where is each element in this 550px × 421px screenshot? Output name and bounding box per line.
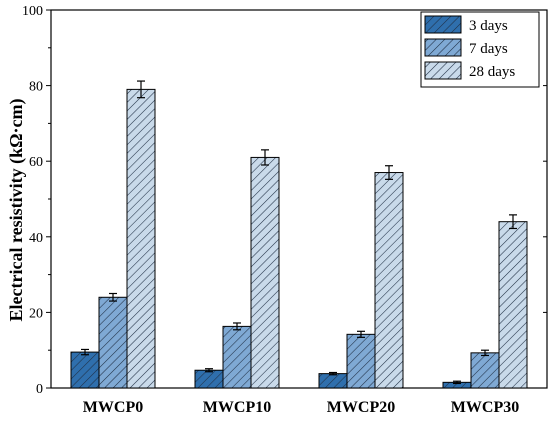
error-bar	[453, 380, 461, 385]
x-category-label: MWCP30	[451, 399, 519, 416]
bar-hatch	[318, 373, 348, 389]
x-category-label: MWCP10	[203, 399, 271, 416]
error-bar	[205, 368, 213, 373]
bar-hatch	[98, 296, 128, 389]
y-tick-label: 20	[29, 306, 43, 321]
y-tick-label: 0	[36, 382, 43, 397]
y-tick-label: 100	[22, 4, 43, 19]
error-bar	[261, 149, 269, 166]
bar-28-days-MWCP20	[374, 172, 404, 389]
y-tick-label: 60	[29, 155, 43, 170]
legend-label: 7 days	[469, 41, 508, 57]
x-category-label: MWCP0	[83, 399, 143, 416]
bar-hatch	[346, 333, 376, 389]
legend-label: 28 days	[469, 64, 515, 80]
error-bar	[357, 330, 365, 338]
bar-hatch	[498, 221, 528, 389]
error-bar	[109, 292, 117, 302]
bar-28-days-MWCP10	[250, 156, 280, 389]
bar-7-days-MWCP30	[470, 352, 500, 389]
error-bar	[81, 348, 89, 356]
legend-swatch	[424, 38, 462, 57]
bar-3-days-MWCP0	[70, 351, 100, 389]
bar-hatch	[374, 172, 404, 389]
bar-28-days-MWCP30	[498, 221, 528, 389]
bar-hatch	[470, 352, 500, 389]
legend: 3 days 7 days 28 days	[420, 11, 540, 88]
error-bar	[385, 165, 393, 180]
bar-7-days-MWCP10	[222, 325, 252, 389]
error-bar	[481, 349, 489, 357]
x-category-label: MWCP20	[327, 399, 395, 416]
bar-28-days-MWCP0	[126, 88, 156, 389]
error-bar	[137, 80, 145, 99]
bar-3-days-MWCP10	[194, 369, 224, 389]
bar-7-days-MWCP0	[98, 296, 128, 389]
bar-hatch	[250, 156, 280, 389]
legend-swatch	[424, 15, 462, 34]
error-bar	[509, 214, 517, 230]
bar-hatch	[222, 325, 252, 389]
legend-swatch	[424, 61, 462, 80]
y-axis-title: Electrical resistivity (kΩ·cm)	[6, 98, 27, 321]
bar-hatch	[126, 88, 156, 389]
bar-hatch	[194, 369, 224, 389]
bar-3-days-MWCP20	[318, 373, 348, 389]
legend-label: 3 days	[469, 18, 508, 34]
y-tick-label: 40	[29, 231, 43, 246]
error-bar	[329, 371, 337, 376]
bar-hatch	[70, 351, 100, 389]
bar-7-days-MWCP20	[346, 333, 376, 389]
error-bar	[233, 322, 241, 331]
y-tick-label: 80	[29, 80, 43, 95]
